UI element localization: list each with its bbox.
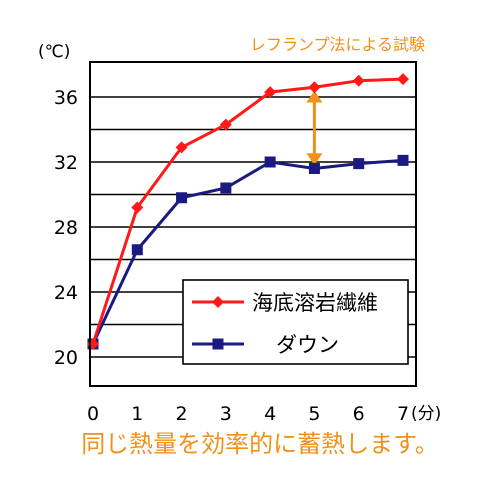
data-point [131,244,143,256]
series-lines [87,73,409,350]
chart-title: レフランプ法による試験 [250,35,425,54]
y-tick-label: 32 [54,152,78,174]
legend-marker [212,296,224,308]
legend-marker [212,338,224,350]
data-point [176,192,188,204]
data-point [397,73,409,86]
data-point [353,158,365,170]
y-tick-label: 36 [54,87,78,109]
legend-label: 海底溶岩繊維 [252,291,378,315]
arrow-head-up [306,90,323,103]
x-tick-label: 2 [176,403,188,425]
series-line [91,158,404,345]
caption: 同じ熱量を効率的に蓄熱します。 [81,430,439,458]
x-tick-label: 0 [87,403,99,425]
y-tick-labels: 20 24 28 32 36 [54,87,78,369]
y-axis-unit: (℃) [38,42,70,62]
legend-box [182,279,409,365]
x-tick-label: 3 [220,403,232,425]
data-point [264,156,276,168]
y-tick-label: 20 [54,347,78,369]
data-point [131,201,144,214]
x-axis-unit: (分) [411,404,441,424]
y-tick-label: 24 [54,282,78,304]
data-point [352,74,365,87]
data-point [308,163,320,174]
arrow-head-down [306,153,323,166]
x-tick-label: 6 [353,403,365,425]
data-point [264,86,277,99]
data-point [397,154,409,166]
series-lava-fiber [87,73,409,350]
x-tick-label: 5 [308,403,320,425]
difference-arrow [306,90,323,166]
y-tick-label: 28 [54,217,78,239]
plot-frame [89,61,417,387]
series-line [91,77,404,345]
x-tick-labels: 0 1 2 3 4 5 6 7 (分) [87,403,441,425]
gridlines [90,96,416,358]
data-point [219,118,232,131]
legend-label: ダウン [276,333,339,357]
data-point [175,141,188,154]
x-tick-label: 7 [397,403,409,425]
x-tick-label: 4 [264,403,276,425]
x-tick-label: 1 [131,403,143,425]
data-point [308,81,321,94]
data-point [220,182,232,194]
